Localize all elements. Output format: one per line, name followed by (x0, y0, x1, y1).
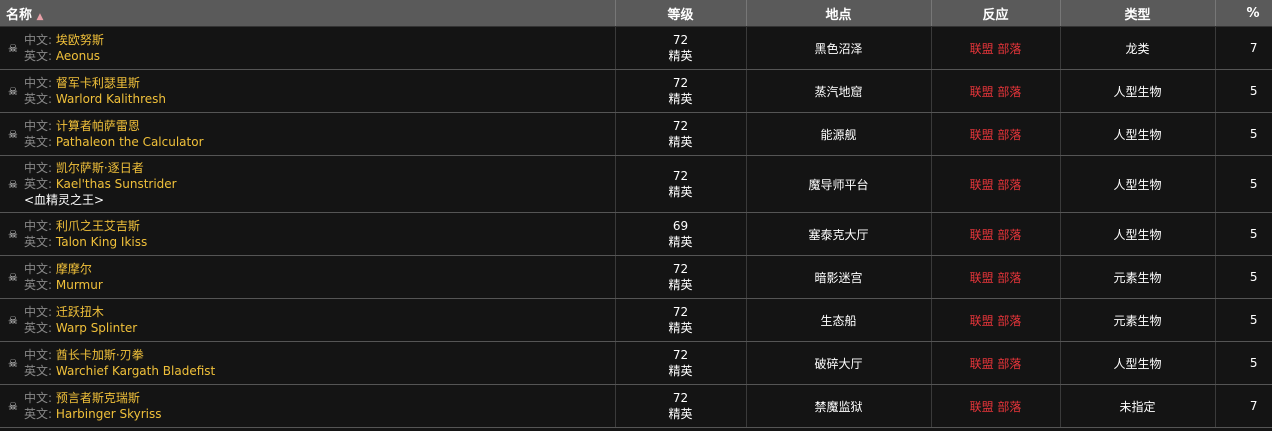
reaction-cell: 联盟 部落 (931, 112, 1061, 156)
type-cell: 人型生物 (1060, 212, 1216, 256)
table-row: ☠ 中文: 预言者斯克瑞斯 英文: Harbinger Skyriss 72 精英… (0, 384, 1272, 428)
name-cell: ☠ 中文: 凯尔萨斯·逐日者 英文: Kael'thas Sunstrider … (0, 155, 616, 213)
npc-name-cn[interactable]: 迁跃扭木 (55, 305, 104, 319)
name-cell: ☠ 中文: 摩摩尔 英文: Murmur (0, 255, 616, 299)
skull-icon: ☠ (8, 313, 18, 327)
skull-icon: ☠ (8, 127, 18, 141)
percent-cell: 5 (1215, 255, 1272, 299)
table-row: ☠ 中文: 迁跃扭木 英文: Warp Splinter 72 精英 生态船 联盟… (0, 298, 1272, 342)
location-cell[interactable]: 魔导师平台 (746, 155, 932, 213)
reaction-cell: 联盟 部落 (931, 384, 1061, 428)
table-row: ☠ 中文: 利爪之王艾吉斯 英文: Talon King Ikiss 69 精英 … (0, 212, 1272, 256)
header-level[interactable]: 等级 (615, 0, 747, 27)
npc-name-cn[interactable]: 埃欧努斯 (55, 33, 104, 47)
skull-icon: ☠ (8, 399, 18, 413)
skull-icon: ☠ (8, 270, 18, 284)
location-cell[interactable]: 能源舰 (746, 112, 932, 156)
reaction-cell: 联盟 部落 (931, 298, 1061, 342)
percent-cell: 5 (1215, 112, 1272, 156)
level-cell: 72 精英 (615, 69, 747, 113)
name-cell: ☠ 中文: 预言者斯克瑞斯 英文: Harbinger Skyriss (0, 384, 616, 428)
sort-asc-icon: ▲ (36, 11, 44, 22)
name-cell: ☠ 中文: 督军卡利瑟里斯 英文: Warlord Kalithresh (0, 69, 616, 113)
reaction-cell: 联盟 部落 (931, 155, 1061, 213)
npc-name-en[interactable]: Talon King Ikiss (55, 235, 148, 249)
level-cell: 72 精英 (615, 341, 747, 385)
npc-name-en[interactable]: Harbinger Skyriss (55, 407, 162, 421)
table-row: ☠ 中文: 摩摩尔 英文: Murmur 72 精英 暗影迷宫 联盟 部落 元素生… (0, 255, 1272, 299)
type-cell: 人型生物 (1060, 155, 1216, 213)
level-cell: 72 精英 (615, 155, 747, 213)
level-cell: 72 精英 (615, 384, 747, 428)
location-cell[interactable]: 蒸汽地窟 (746, 69, 932, 113)
percent-cell: 5 (1215, 212, 1272, 256)
table-row: ☠ 中文: 酋长卡加斯·刃拳 英文: Warchief Kargath Blad… (0, 341, 1272, 385)
reaction-cell: 联盟 部落 (931, 69, 1061, 113)
reaction-cell: 联盟 部落 (931, 26, 1061, 70)
type-cell: 人型生物 (1060, 112, 1216, 156)
header-location[interactable]: 地点 (746, 0, 932, 27)
location-cell[interactable]: 破碎大厅 (746, 341, 932, 385)
skull-icon: ☠ (8, 356, 18, 370)
type-cell: 未指定 (1060, 384, 1216, 428)
npc-name-cn[interactable]: 酋长卡加斯·刃拳 (55, 348, 144, 362)
location-cell[interactable]: 塞泰克大厅 (746, 212, 932, 256)
npc-title: <血精灵之王> (24, 193, 105, 207)
percent-cell: 5 (1215, 298, 1272, 342)
type-cell: 人型生物 (1060, 341, 1216, 385)
percent-cell: 5 (1215, 69, 1272, 113)
npc-name-cn[interactable]: 利爪之王艾吉斯 (55, 219, 140, 233)
percent-cell: 5 (1215, 341, 1272, 385)
reaction-cell: 联盟 部落 (931, 341, 1061, 385)
level-cell: 72 精英 (615, 112, 747, 156)
skull-icon: ☠ (8, 227, 18, 241)
npc-name-en[interactable]: Murmur (55, 278, 103, 292)
name-cell: ☠ 中文: 利爪之王艾吉斯 英文: Talon King Ikiss (0, 212, 616, 256)
type-cell: 龙类 (1060, 26, 1216, 70)
table-row: ☠ 中文: 凯尔萨斯·逐日者 英文: Kael'thas Sunstrider … (0, 155, 1272, 213)
location-cell[interactable]: 暗影迷宫 (746, 255, 932, 299)
level-cell: 72 精英 (615, 26, 747, 70)
reaction-cell: 联盟 部落 (931, 255, 1061, 299)
percent-cell: 5 (1215, 155, 1272, 213)
npc-name-en[interactable]: Warlord Kalithresh (55, 92, 166, 106)
location-cell[interactable]: 禁魔监狱 (746, 384, 932, 428)
skull-icon: ☠ (8, 41, 18, 55)
npc-name-en[interactable]: Aeonus (55, 49, 101, 63)
name-cell: ☠ 中文: 迁跃扭木 英文: Warp Splinter (0, 298, 616, 342)
npc-name-cn[interactable]: 督军卡利瑟里斯 (55, 76, 140, 90)
npc-name-cn[interactable]: 摩摩尔 (55, 262, 92, 276)
npc-name-en[interactable]: Pathaleon the Calculator (55, 135, 204, 149)
type-cell: 人型生物 (1060, 69, 1216, 113)
percent-cell: 7 (1215, 26, 1272, 70)
name-cell: ☠ 中文: 埃欧努斯 英文: Aeonus (0, 26, 616, 70)
reaction-cell: 联盟 部落 (931, 212, 1061, 256)
npc-name-en[interactable]: Warp Splinter (55, 321, 138, 335)
level-cell: 69 精英 (615, 212, 747, 256)
name-cell: ☠ 中文: 计算者帕萨雷恩 英文: Pathaleon the Calculat… (0, 112, 616, 156)
header-type[interactable]: 类型 (1060, 0, 1216, 27)
npc-name-cn[interactable]: 计算者帕萨雷恩 (55, 119, 140, 133)
table-row: ☠ 中文: 督军卡利瑟里斯 英文: Warlord Kalithresh 72 精… (0, 69, 1272, 113)
level-cell: 72 精英 (615, 298, 747, 342)
table-row: ☠ 中文: 计算者帕萨雷恩 英文: Pathaleon the Calculat… (0, 112, 1272, 156)
skull-icon: ☠ (8, 177, 18, 191)
npc-name-en[interactable]: Kael'thas Sunstrider (55, 177, 177, 191)
header-percent[interactable]: % (1215, 0, 1272, 27)
npc-name-cn[interactable]: 凯尔萨斯·逐日者 (55, 161, 144, 175)
level-cell: 72 精英 (615, 255, 747, 299)
type-cell: 元素生物 (1060, 255, 1216, 299)
skull-icon: ☠ (8, 84, 18, 98)
percent-cell: 7 (1215, 384, 1272, 428)
name-cell: ☠ 中文: 酋长卡加斯·刃拳 英文: Warchief Kargath Blad… (0, 341, 616, 385)
header-name[interactable]: 名称 ▲ (0, 0, 616, 27)
table-row: ☠ 中文: 埃欧努斯 英文: Aeonus 72 精英 黑色沼泽 联盟 部落 龙类… (0, 26, 1272, 70)
npc-name-cn[interactable]: 预言者斯克瑞斯 (55, 391, 140, 405)
header-reaction[interactable]: 反应 (931, 0, 1061, 27)
location-cell[interactable]: 生态船 (746, 298, 932, 342)
location-cell[interactable]: 黑色沼泽 (746, 26, 932, 70)
npc-name-en[interactable]: Warchief Kargath Bladefist (55, 364, 216, 378)
type-cell: 元素生物 (1060, 298, 1216, 342)
